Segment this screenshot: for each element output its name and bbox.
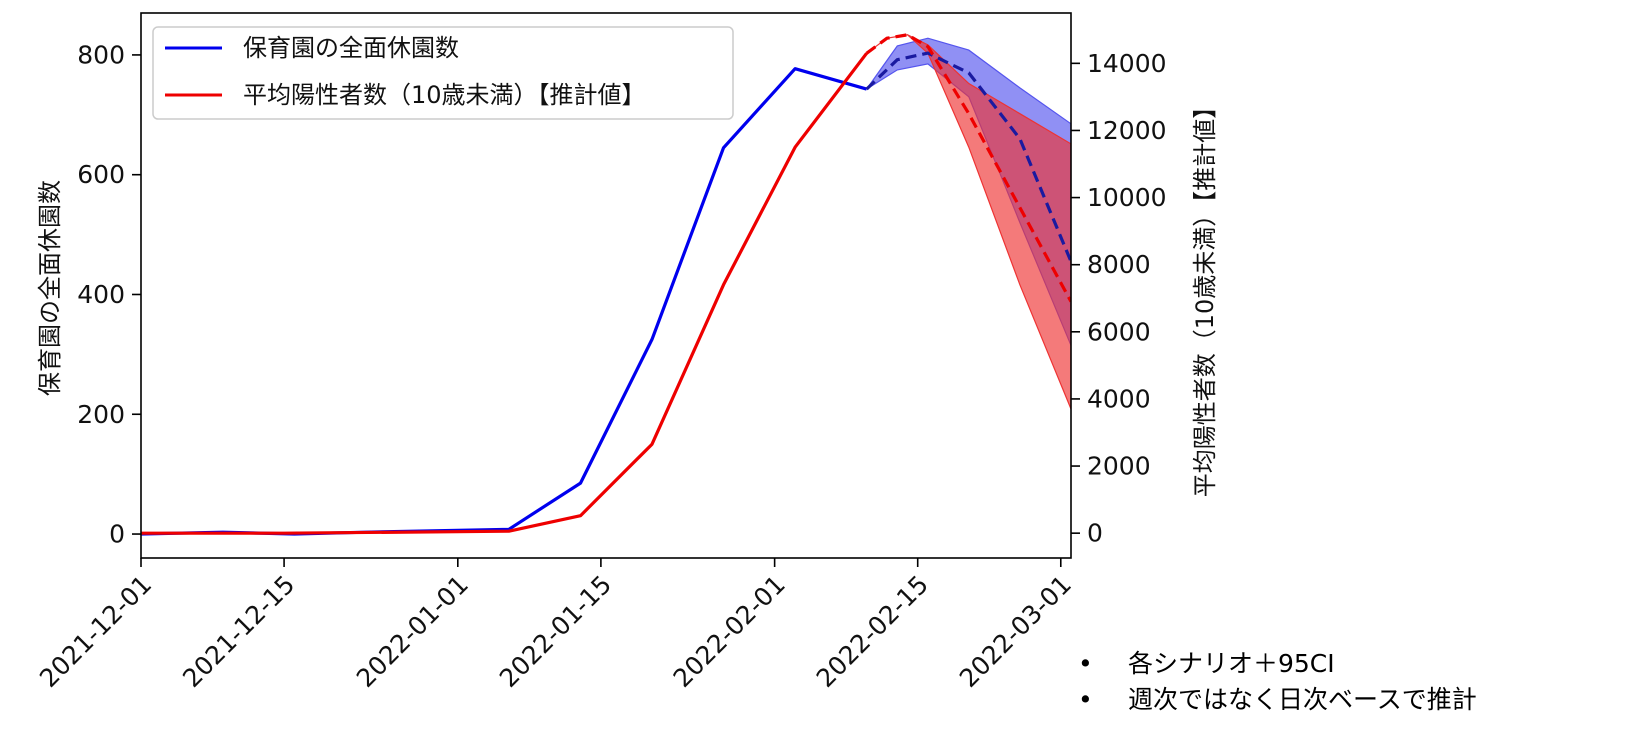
right-y-tick-label: 4000 bbox=[1087, 384, 1151, 413]
right-y-tick-label: 12000 bbox=[1087, 116, 1167, 145]
x-tick-label: 2022-02-15 bbox=[811, 570, 934, 693]
left-y-axis: 0 200 400 600 800 bbox=[77, 40, 141, 549]
projection-band-positives bbox=[866, 34, 1071, 410]
x-tick-label: 2021-12-01 bbox=[34, 570, 157, 693]
bullet-icon: • bbox=[1078, 685, 1093, 714]
right-y-tick-label: 8000 bbox=[1087, 250, 1151, 279]
right-y-tick-label: 2000 bbox=[1087, 452, 1151, 481]
right-y-axis: 0 2000 4000 6000 8000 10000 12000 14000 bbox=[1071, 49, 1167, 548]
left-y-tick-label: 200 bbox=[77, 400, 125, 429]
series-line-closures bbox=[141, 67, 868, 536]
confidence-bands bbox=[866, 34, 1071, 410]
right-y-tick-label: 14000 bbox=[1087, 49, 1167, 78]
left-y-tick-label: 600 bbox=[77, 160, 125, 189]
x-axis: 2021-12-01 2021-12-15 2022-01-01 2022-01-15… bbox=[34, 558, 1077, 693]
x-tick-label: 2022-01-15 bbox=[494, 570, 617, 693]
right-y-tick-label: 0 bbox=[1087, 519, 1103, 548]
note-text: 週次ではなく日次ベースで推計 bbox=[1128, 685, 1477, 714]
right-y-tick-label: 10000 bbox=[1087, 183, 1167, 212]
note-text: 各シナリオ＋95CI bbox=[1128, 649, 1335, 678]
left-y-tick-label: 400 bbox=[77, 280, 125, 309]
x-tick-label: 2022-01-01 bbox=[351, 570, 474, 693]
x-tick-label: 2022-02-01 bbox=[668, 570, 791, 693]
series-line-positives bbox=[141, 52, 868, 535]
legend-label-positives: 平均陽性者数（10歳未満）【推計値】 bbox=[243, 81, 646, 109]
left-y-tick-label: 800 bbox=[77, 40, 125, 69]
right-y-tick-label: 6000 bbox=[1087, 317, 1151, 346]
projection-line-closures bbox=[865, 51, 1071, 263]
legend-label-closures: 保育園の全面休園数 bbox=[243, 34, 459, 62]
plot-frame bbox=[140, 12, 1072, 559]
right-y-axis-title: 平均陽性者数（10歳未満）【推計値】 bbox=[1191, 95, 1219, 498]
legend-frame bbox=[152, 26, 734, 120]
bullet-icon: • bbox=[1078, 649, 1093, 678]
notes-list: • 各シナリオ＋95CI • 週次ではなく日次ベースで推計 bbox=[1078, 646, 1477, 718]
x-tick-label: 2022-03-01 bbox=[954, 570, 1077, 693]
note-item: • 週次ではなく日次ベースで推計 bbox=[1078, 682, 1477, 718]
projection-line-positives bbox=[865, 33, 1071, 303]
x-tick-label: 2021-12-15 bbox=[177, 570, 300, 693]
legend: 保育園の全面休園数 平均陽性者数（10歳未満）【推計値】 bbox=[152, 26, 734, 120]
left-y-axis-title: 保育園の全面休園数 bbox=[36, 180, 64, 396]
left-y-tick-label: 0 bbox=[109, 520, 125, 549]
series-lines bbox=[141, 33, 1071, 536]
note-item: • 各シナリオ＋95CI bbox=[1078, 646, 1477, 682]
